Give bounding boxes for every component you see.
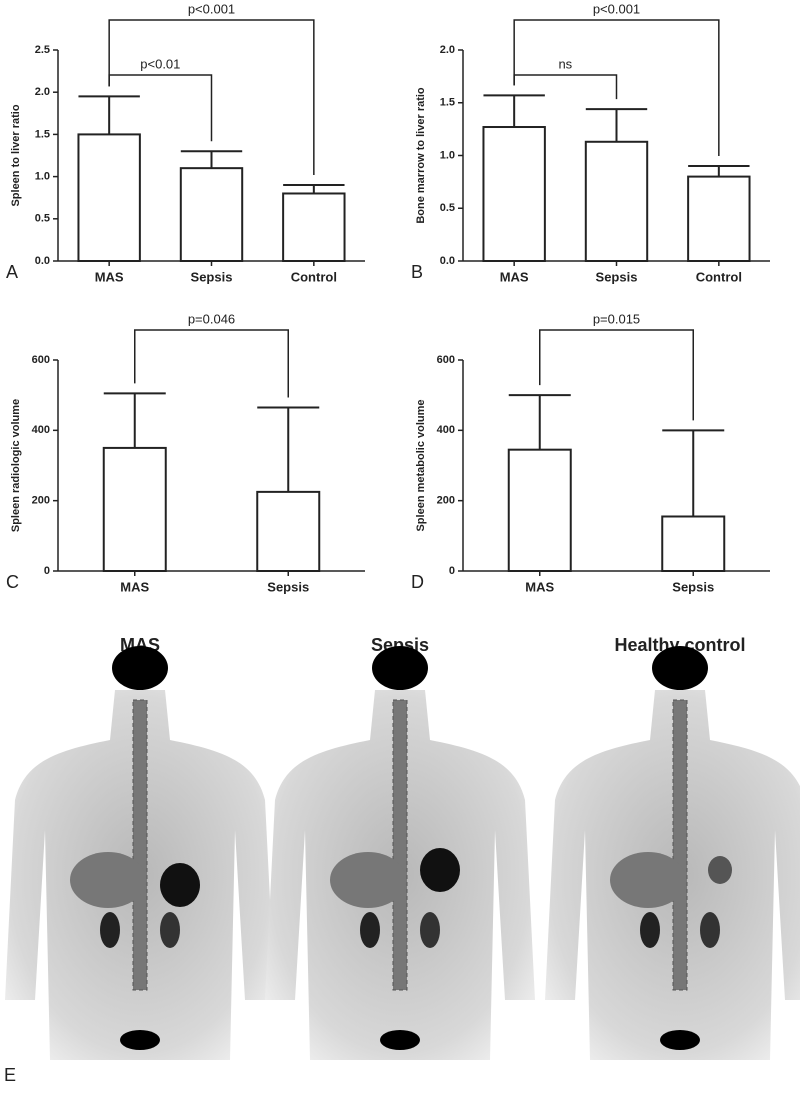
kidney-right	[700, 912, 720, 948]
x-tick-label: Sepsis	[267, 579, 309, 594]
significance-bracket	[539, 329, 694, 421]
kidney-left	[640, 912, 660, 948]
chart-panel: C Spleen radiologic volume 0 200 400 600 MAS Se…	[6, 311, 365, 594]
y-tick-label: 0.5	[440, 202, 455, 214]
y-tick-label: 200	[437, 495, 455, 507]
panel-letter: B	[411, 262, 423, 282]
y-tick-label: 600	[437, 354, 455, 366]
y-tick-label: 2.0	[440, 44, 455, 56]
bar	[687, 175, 751, 263]
kidney-left	[100, 912, 120, 948]
x-tick-label: Sepsis	[672, 579, 714, 594]
spine	[132, 699, 148, 991]
liver	[610, 852, 686, 908]
y-tick-label: 2.0	[35, 86, 50, 98]
bladder	[660, 1030, 700, 1050]
x-tick-label: Control	[696, 269, 742, 284]
x-tick-label: Control	[291, 269, 337, 284]
y-tick-label: 1.0	[35, 171, 50, 183]
bar	[661, 515, 726, 572]
bar	[482, 126, 546, 262]
pet-image	[265, 646, 535, 1060]
kidney-right	[420, 912, 440, 948]
y-tick-label: 0.5	[35, 213, 50, 225]
y-axis-label: Spleen metabolic volume	[415, 399, 427, 531]
y-tick-label: 0	[449, 565, 455, 577]
chart-panel: D Spleen metabolic volume 0 200 400 600 MAS Sep…	[411, 311, 770, 594]
x-tick-label: MAS	[500, 269, 529, 284]
x-tick-label: Sepsis	[596, 269, 638, 284]
bar	[584, 140, 649, 262]
x-tick-label: MAS	[95, 269, 124, 284]
y-tick-label: 400	[437, 424, 455, 436]
pet-image	[545, 646, 800, 1060]
significance-label: p=0.046	[188, 311, 235, 326]
bar	[179, 167, 244, 262]
y-tick-label: 2.5	[35, 44, 50, 56]
significance-label: p<0.001	[593, 1, 640, 16]
panel-letter: D	[411, 572, 424, 592]
y-axis-label: Spleen radiologic volume	[10, 399, 22, 532]
chart-panel: A Spleen to liver ratio 0.0 0.5 1.0 1.5 2.0 2.5…	[6, 1, 365, 284]
y-tick-label: 400	[32, 424, 50, 436]
x-tick-label: MAS	[525, 579, 554, 594]
x-tick-label: MAS	[120, 579, 149, 594]
pet-image	[5, 646, 275, 1060]
significance-bracket	[134, 329, 289, 398]
y-tick-label: 1.5	[440, 97, 455, 109]
significance-bracket	[108, 19, 315, 176]
image-label: Healthy control	[614, 635, 745, 655]
spleen	[420, 848, 460, 892]
y-axis-label: Bone marrow to liver ratio	[415, 87, 427, 224]
kidney-right	[160, 912, 180, 948]
spleen	[708, 856, 732, 884]
liver	[70, 852, 146, 908]
bar	[507, 448, 572, 572]
y-tick-label: 0.0	[440, 255, 455, 267]
significance-label: p=0.015	[593, 311, 640, 326]
significance-bracket	[513, 19, 720, 157]
panel-letter: A	[6, 262, 18, 282]
y-tick-label: 600	[32, 354, 50, 366]
bladder	[120, 1030, 160, 1050]
bladder	[380, 1030, 420, 1050]
panel-letter: C	[6, 572, 19, 592]
spine	[672, 699, 688, 991]
y-tick-label: 1.5	[35, 128, 50, 140]
head	[652, 646, 708, 690]
head	[372, 646, 428, 690]
bar	[77, 133, 141, 262]
y-axis-label: Spleen to liver ratio	[10, 104, 22, 206]
bar	[256, 490, 321, 572]
kidney-left	[360, 912, 380, 948]
spleen	[160, 863, 200, 907]
significance-label: ns	[558, 56, 572, 71]
spine	[392, 699, 408, 991]
y-tick-label: 0.0	[35, 255, 50, 267]
bar	[282, 192, 346, 262]
liver	[330, 852, 406, 908]
bar	[102, 446, 167, 572]
significance-label: p<0.001	[188, 1, 235, 16]
head	[112, 646, 168, 690]
significance-label: p<0.01	[140, 56, 180, 71]
panel-letter: E	[4, 1065, 16, 1085]
y-tick-label: 1.0	[440, 149, 455, 161]
x-tick-label: Sepsis	[191, 269, 233, 284]
chart-panel: B Bone marrow to liver ratio 0.0 0.5 1.0 1.5 2…	[411, 1, 770, 284]
y-tick-label: 200	[32, 495, 50, 507]
y-tick-label: 0	[44, 565, 50, 577]
